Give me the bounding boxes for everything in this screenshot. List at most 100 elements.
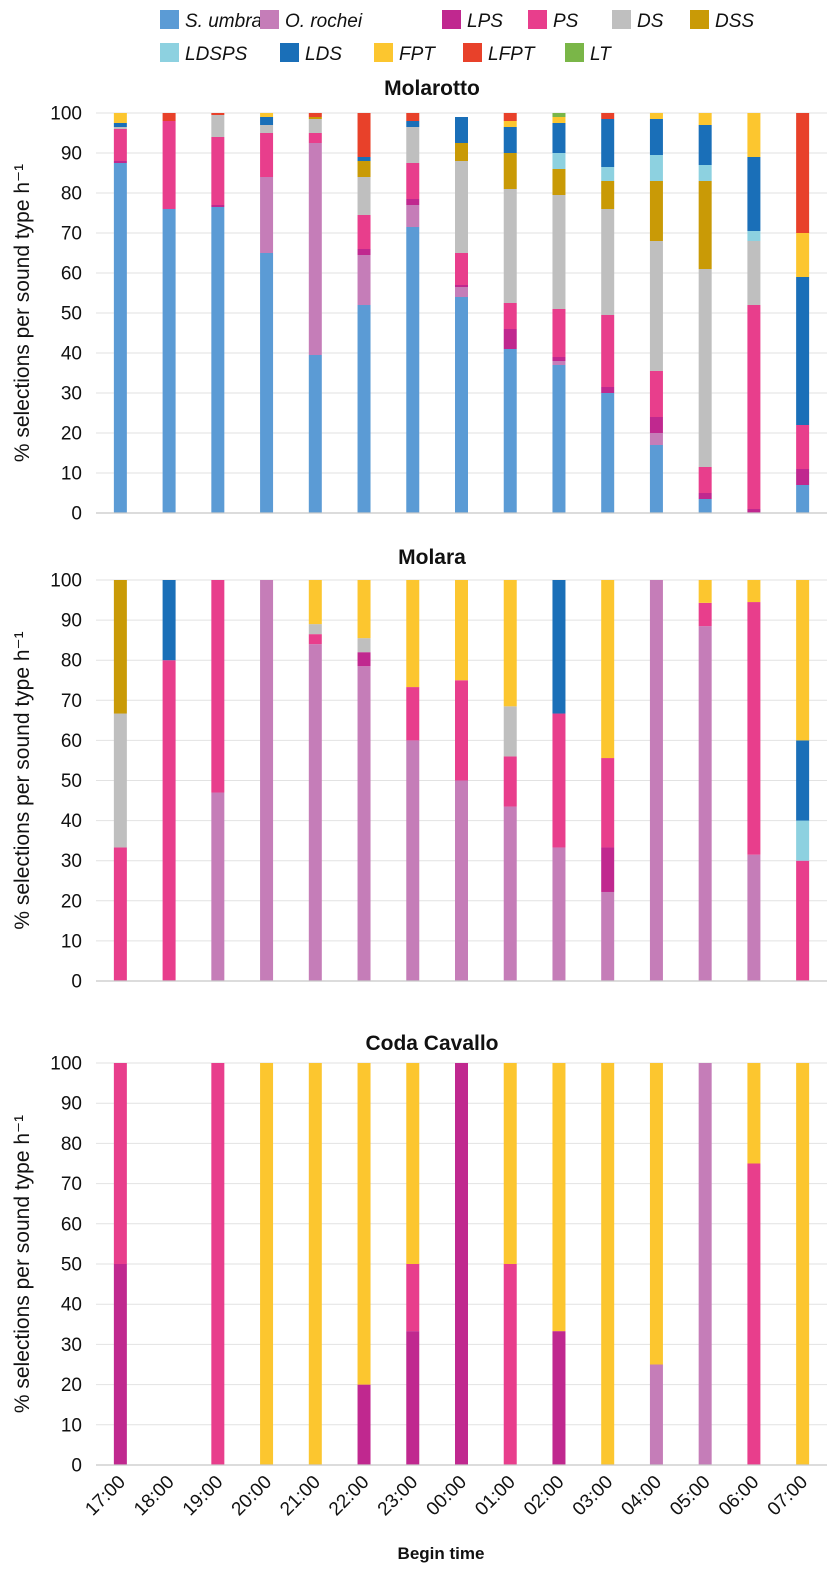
- bar-segment-o-rochei: [358, 666, 371, 981]
- y-tick-label: 90: [61, 1094, 82, 1115]
- bar-segment-lds: [601, 119, 614, 167]
- y-axis-label: % selections per sound type h⁻¹: [11, 631, 34, 929]
- bar-segment-lds: [114, 123, 127, 127]
- x-tick-label: 00:00: [423, 1472, 471, 1520]
- bar-segment-ps: [309, 133, 322, 143]
- legend-swatch: [160, 43, 179, 62]
- bar-segment-ps: [114, 847, 127, 981]
- legend-swatch: [374, 43, 393, 62]
- bar-segment-ps: [163, 121, 176, 209]
- bar-segment-lps: [455, 1063, 468, 1465]
- y-tick-label: 90: [61, 144, 82, 165]
- bar-segment-fpt: [406, 1063, 419, 1264]
- bar-segment-fpt: [796, 233, 809, 277]
- bar-segment-ps: [211, 1063, 224, 1465]
- bar-segment-fpt: [504, 121, 517, 127]
- bar-segment-o-rochei: [455, 287, 468, 297]
- y-axis-label: % selections per sound type h⁻¹: [11, 164, 34, 462]
- bar-segment-fpt: [504, 1063, 517, 1264]
- bar-segment-lfpt: [796, 113, 809, 233]
- bar-segment-fpt: [796, 1063, 809, 1465]
- bar-segment-lfpt: [601, 113, 614, 119]
- bar-segment-fpt: [358, 580, 371, 638]
- bar-segment-fpt: [260, 1063, 273, 1465]
- legend-swatch: [528, 10, 547, 29]
- bar-segment-lt: [552, 113, 565, 117]
- legend-swatch: [565, 43, 584, 62]
- bar-segment-ds: [650, 241, 663, 371]
- x-tick-label: 01:00: [471, 1472, 519, 1520]
- bar-segment-lds: [163, 580, 176, 660]
- bar-segment-lfpt: [406, 113, 419, 121]
- bar-segment-ps: [406, 163, 419, 199]
- bar-segment-fpt: [504, 580, 517, 706]
- bar-segment-fpt: [552, 117, 565, 123]
- y-tick-label: 70: [61, 224, 82, 245]
- bar-segment-ds: [601, 209, 614, 315]
- bar-segment-s-umbra: [601, 393, 614, 513]
- y-tick-label: 100: [50, 104, 82, 125]
- bar-segment-ps: [601, 758, 614, 847]
- bar-segment-ds: [455, 161, 468, 253]
- bar-segment-lds: [504, 127, 517, 153]
- bar-segment-ds: [358, 638, 371, 652]
- bar-segment-lfpt: [309, 113, 322, 117]
- y-tick-label: 50: [61, 304, 82, 325]
- bar-segment-o-rochei: [552, 847, 565, 981]
- bar-segment-fpt: [114, 113, 127, 123]
- bar-segment-lps: [406, 1331, 419, 1465]
- legend-item-lps: LPS: [442, 10, 503, 32]
- bar-segment-ps: [601, 315, 614, 387]
- bar-segment-dss: [114, 580, 127, 714]
- bar-segment-s-umbra: [260, 253, 273, 513]
- bar-segment-ds: [211, 115, 224, 137]
- y-tick-label: 20: [61, 1375, 82, 1396]
- bar-segment-lps: [601, 387, 614, 393]
- bar-segment-lds: [455, 117, 468, 143]
- bar-segment-ps: [406, 687, 419, 740]
- bar-segment-s-umbra: [650, 445, 663, 513]
- bar-segment-ps: [504, 303, 517, 329]
- y-tick-label: 70: [61, 691, 82, 712]
- y-tick-label: 20: [61, 891, 82, 912]
- bar-segment-ps: [358, 215, 371, 249]
- y-tick-label: 80: [61, 1134, 82, 1155]
- bar-segment-ps: [796, 861, 809, 981]
- bar-segment-o-rochei: [260, 177, 273, 253]
- bar-segment-o-rochei: [455, 781, 468, 982]
- bar-segment-ds: [358, 177, 371, 215]
- bar-segment-fpt: [747, 580, 760, 602]
- legend-label: LDS: [305, 44, 342, 65]
- x-tick-label: 21:00: [276, 1472, 324, 1520]
- bar-segment-lfpt: [211, 113, 224, 115]
- bar-segment-fpt: [455, 580, 468, 680]
- legend-item-o-rochei: O. rochei: [260, 10, 363, 32]
- y-tick-label: 10: [61, 464, 82, 485]
- bar-segment-lps: [114, 161, 127, 163]
- y-tick-label: 50: [61, 771, 82, 792]
- bar-segment-lds: [650, 119, 663, 155]
- bar-segment-s-umbra: [114, 163, 127, 513]
- bar-segment-s-umbra: [211, 207, 224, 513]
- x-tick-label: 22:00: [325, 1472, 373, 1520]
- x-tick-label: 19:00: [179, 1472, 227, 1520]
- bar-segment-s-umbra: [796, 485, 809, 513]
- bar-segment-fpt: [601, 1063, 614, 1465]
- bar-segment-o-rochei: [406, 740, 419, 981]
- x-tick-label: 20:00: [228, 1472, 276, 1520]
- bar-segment-lds: [406, 121, 419, 127]
- y-tick-label: 0: [71, 972, 82, 993]
- bar-segment-dss: [455, 143, 468, 161]
- y-tick-label: 0: [71, 504, 82, 525]
- legend-label: LPS: [467, 11, 503, 32]
- y-tick-label: 30: [61, 851, 82, 872]
- bar-segment-ps: [747, 305, 760, 509]
- y-tick-label: 10: [61, 931, 82, 952]
- bar-segment-o-rochei: [699, 626, 712, 981]
- bar-segment-o-rochei: [358, 255, 371, 305]
- bar-segment-o-rochei: [747, 855, 760, 981]
- bar-segment-fpt: [309, 1063, 322, 1465]
- y-tick-label: 30: [61, 384, 82, 405]
- legend-item-ds: DS: [612, 10, 664, 32]
